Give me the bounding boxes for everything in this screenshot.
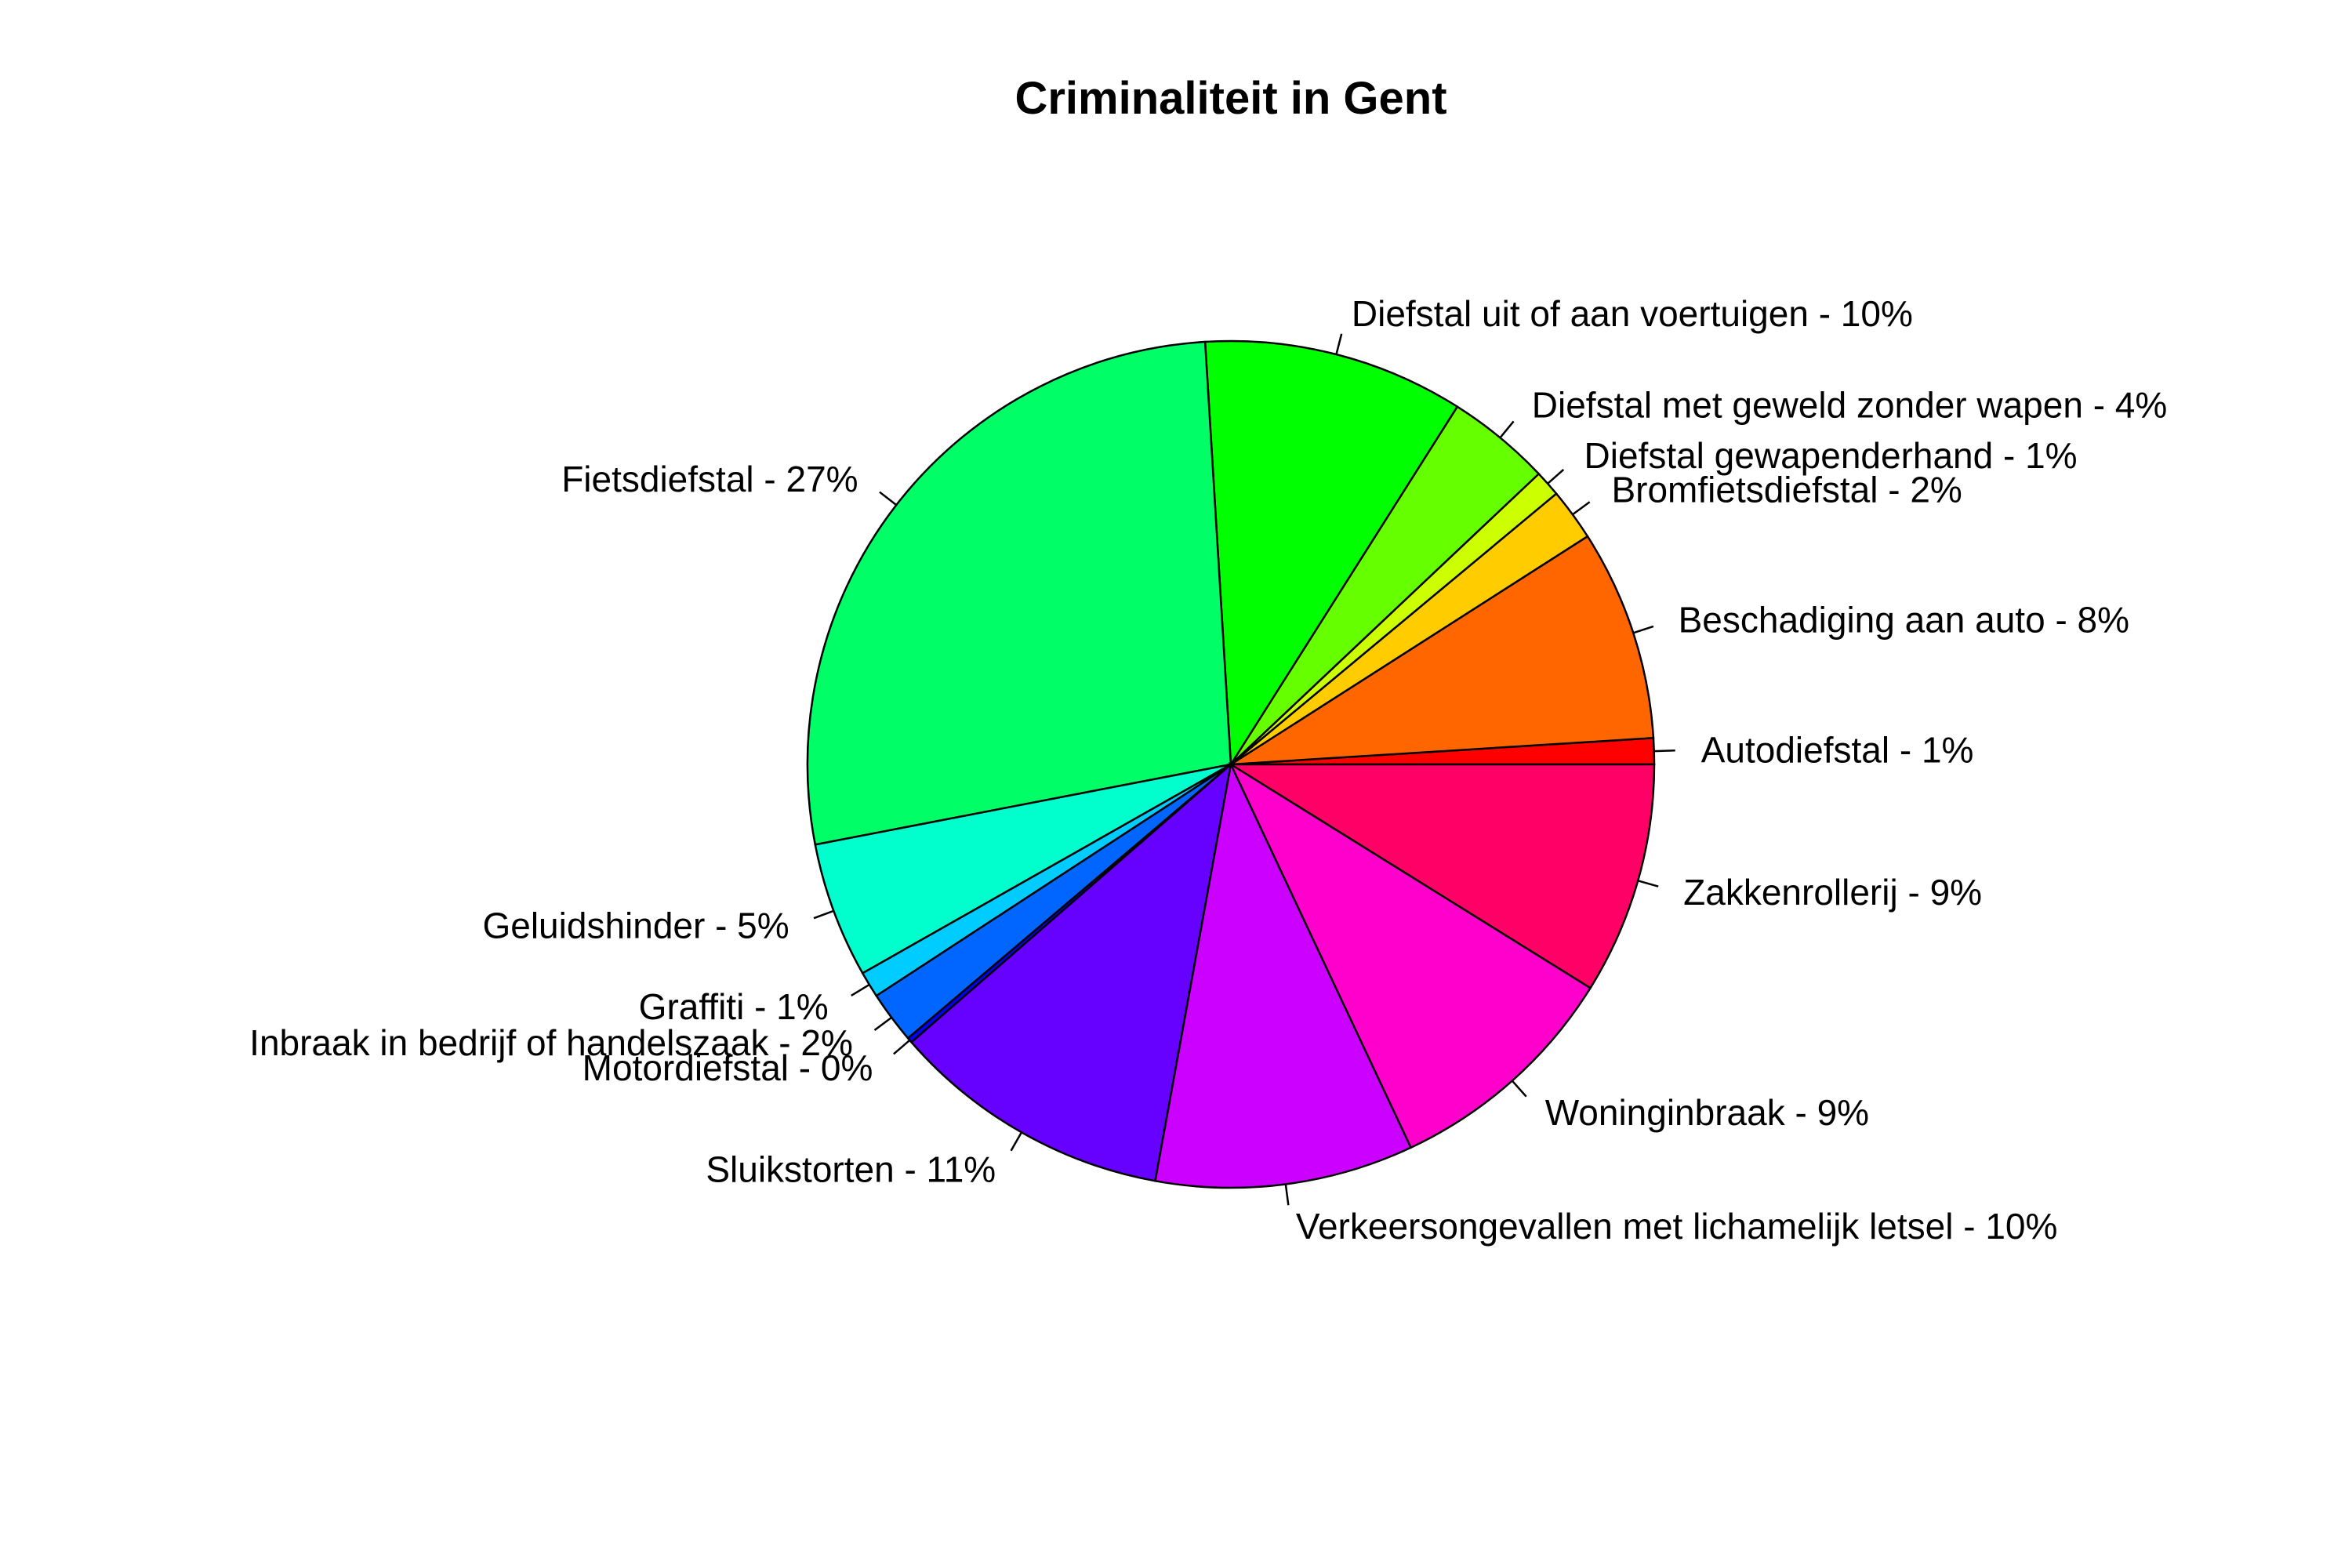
- pie-leader-line: [873, 1016, 892, 1031]
- pie-leader-line: [1335, 333, 1343, 355]
- pie-leader-line: [851, 983, 870, 997]
- pie-leader-line: [1637, 880, 1659, 887]
- pie-leader-line: [1572, 501, 1591, 516]
- pie-leader-line: [1284, 1184, 1290, 1206]
- pie-slice-label: Zakkenrollerij - 9%: [1683, 872, 1982, 913]
- pie-leader-line: [1511, 1080, 1527, 1098]
- pie-slice-label: Geluidshinder - 5%: [482, 906, 789, 946]
- pie-slice: [1227, 763, 1656, 989]
- pie-leader-line: [879, 491, 898, 506]
- pie-leader-line: [1499, 420, 1515, 439]
- pie-leader-line: [1653, 750, 1675, 753]
- pie-slice-label: Inbraak in bedrijf of handelszaak - 2%: [249, 1022, 853, 1063]
- pie-slice: [1229, 761, 1592, 1149]
- pie-leader-line: [1547, 468, 1565, 485]
- pie-leader-line: [893, 1039, 911, 1055]
- pie-slice-label: Bromfietsdiefstal - 2%: [1611, 469, 1962, 510]
- pie-slice-label: Graffiti - 1%: [639, 986, 829, 1027]
- pie-slice: [909, 761, 1232, 1182]
- pie-slice: [806, 340, 1232, 846]
- pie-leader-line: [1632, 625, 1654, 634]
- pie-slice: [1227, 535, 1655, 766]
- pie-leader-line: [813, 909, 834, 920]
- pie-slice-label: Sluikstorten - 11%: [706, 1149, 996, 1189]
- pie-slice-label: Beschadiging aan auto - 8%: [1679, 600, 2129, 641]
- pie-slice-label: Autodiefstal - 1%: [1701, 730, 1974, 771]
- pie-slice-label: Diefstal met geweld zonder wapen - 4%: [1532, 385, 2168, 426]
- pie-slice-label: Motordiefstal - 0%: [583, 1047, 873, 1088]
- pie-slice-label: Diefstal gewapenderhand - 1%: [1584, 435, 2078, 476]
- pie-slice-label: Woninginbraak - 9%: [1545, 1092, 1869, 1133]
- pie-slice-label: Fietsdiefstal - 27%: [561, 459, 858, 499]
- pie-slice-label: Verkeersongevallen met lichamelijk letse…: [1296, 1206, 2058, 1247]
- pie-slice-label: Diefstal uit of aan voertuigen - 10%: [1352, 293, 1913, 334]
- chart-title: Criminaliteit in Gent: [1014, 73, 1446, 124]
- pie-leader-line: [1010, 1131, 1023, 1152]
